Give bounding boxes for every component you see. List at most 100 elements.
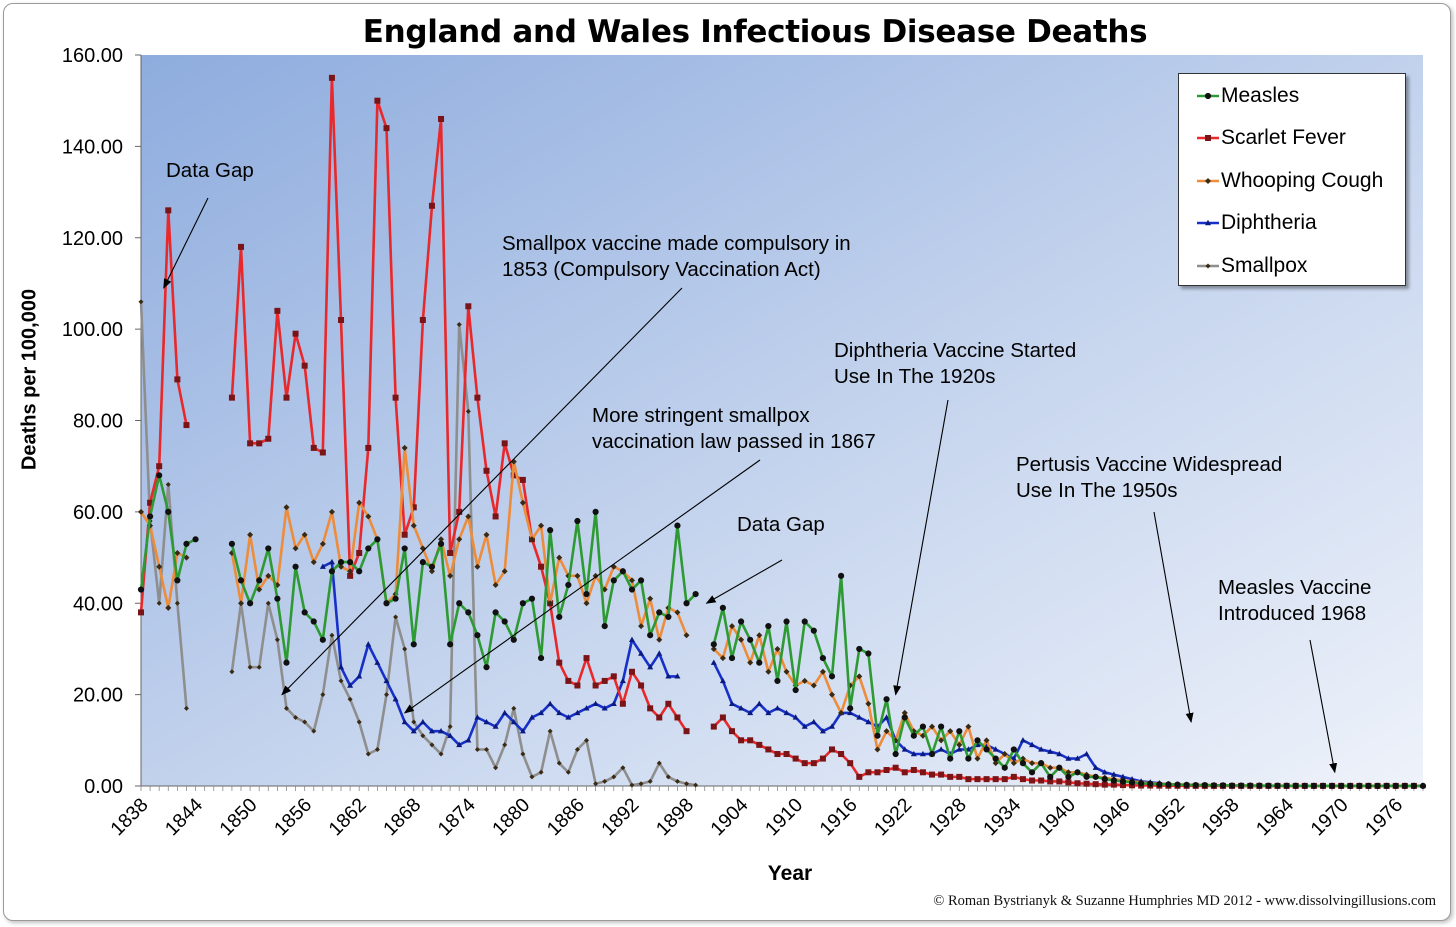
whooping-cough-point <box>501 568 508 575</box>
measles-point <box>183 540 190 547</box>
whooping-cough-point <box>292 545 299 552</box>
scarlet-fever-point <box>301 362 308 369</box>
scarlet-fever-point <box>1092 781 1099 788</box>
diphtheria-point <box>1074 755 1081 761</box>
measles-line <box>230 510 697 669</box>
scarlet-fever-point <box>838 751 845 758</box>
x-tick-label: 1862 <box>325 794 371 840</box>
scarlet-fever-point <box>474 394 481 401</box>
measles-point <box>1392 782 1399 790</box>
diphtheria-point <box>447 732 454 738</box>
arrow-diphtheria-vaccine <box>893 399 949 696</box>
scarlet-fever-point <box>983 776 990 783</box>
scarlet-fever-point <box>147 499 154 506</box>
scarlet-fever-point <box>901 769 908 776</box>
whooping-cough-point <box>319 540 326 547</box>
y-tick-label: 160.00 <box>62 45 123 67</box>
scarlet-fever-point <box>328 74 335 81</box>
whooping-cough-point <box>328 508 335 515</box>
measles-point <box>1019 760 1027 767</box>
smallpox-point <box>274 637 280 643</box>
measles-point <box>1219 782 1227 789</box>
measles-point <box>1138 780 1145 787</box>
scarlet-fever-point <box>1029 777 1036 784</box>
measles-point <box>1356 782 1363 790</box>
measles-point <box>637 577 645 584</box>
diphtheria-point <box>547 700 554 706</box>
scarlet-fever-point <box>856 773 863 780</box>
measles-point <box>565 581 572 589</box>
diphtheria-point <box>719 677 726 684</box>
diphtheria-point <box>738 705 745 711</box>
scarlet-fever-point <box>165 207 172 214</box>
whooping-cough-point <box>519 499 526 506</box>
diphtheria-swatch-icon <box>1197 219 1219 226</box>
measles-point <box>865 650 872 657</box>
scarlet-fever-point <box>829 746 836 753</box>
measles-swatch-icon <box>1197 92 1219 100</box>
diphtheria-point <box>519 727 526 734</box>
arrow-measles-vaccine <box>1309 639 1338 774</box>
smallpox-point <box>447 724 453 730</box>
diphtheria-point <box>938 746 945 752</box>
measles-point <box>728 654 736 662</box>
scarlet-fever-point <box>892 764 899 771</box>
measles-point <box>1065 773 1072 780</box>
scarlet-fever-point <box>456 508 463 515</box>
measles-point <box>965 755 972 762</box>
whooping-cough-point <box>1047 764 1054 771</box>
diphtheria-point <box>829 723 836 729</box>
scarlet-fever-point <box>583 655 590 662</box>
legend-smallpox-point <box>1205 263 1211 269</box>
diphtheria-point <box>356 673 363 679</box>
whooping-cough-point <box>592 572 599 579</box>
x-tick-label: 1886 <box>543 794 589 840</box>
scarlet-fever-point <box>292 330 299 337</box>
scarlet-fever-point <box>347 572 354 579</box>
smallpox-point <box>329 632 335 638</box>
measles-point <box>447 641 454 648</box>
whooping-cough-point <box>483 531 490 538</box>
smallpox-point <box>374 746 380 752</box>
measles-point <box>1338 782 1345 790</box>
measles-point <box>801 618 808 625</box>
whooping-cough-point <box>174 549 181 556</box>
smallpox-point <box>402 646 408 652</box>
whooping-cough-point <box>638 623 645 630</box>
legend-item-whooping-cough: Whooping Cough <box>1197 169 1383 193</box>
scarlet-fever-point <box>492 513 499 520</box>
measles-point <box>474 632 481 639</box>
legend-item-measles: Measles <box>1197 84 1299 108</box>
whooping-cough-point <box>474 563 481 570</box>
annotation-diphtheria-vaccine: Diphtheria Vaccine Started Use In The 19… <box>834 339 1077 388</box>
scarlet-fever-point <box>410 504 417 511</box>
smallpox-point <box>493 765 499 771</box>
smallpox-point <box>347 696 353 702</box>
diphtheria-point <box>392 695 399 702</box>
scarlet-fever-point <box>765 746 772 753</box>
whooping-cough-point <box>447 572 454 579</box>
scarlet-fever-point <box>338 316 345 323</box>
x-tick-label: 1874 <box>434 794 480 840</box>
arrow-data-gap-1900 <box>705 559 783 604</box>
measles-point <box>1319 782 1327 789</box>
diphtheria-point <box>801 723 808 729</box>
smallpox-point <box>256 664 262 670</box>
scarlet-fever-point <box>419 316 426 323</box>
whooping-cough-point <box>865 700 872 707</box>
whooping-cough-point <box>783 668 790 675</box>
diphtheria-point <box>1101 769 1108 775</box>
measles-point <box>265 545 272 552</box>
whooping-cough-point <box>428 568 435 575</box>
scarlet-fever-point <box>538 563 545 570</box>
legend-item-smallpox: Smallpox <box>1197 254 1307 278</box>
whooping-cough-point <box>528 536 535 543</box>
whooping-cough-point <box>438 536 445 543</box>
smallpox-point <box>420 733 426 739</box>
scarlet-fever-point <box>610 673 617 680</box>
scarlet-fever-point <box>865 769 872 776</box>
measles-point <box>301 609 308 616</box>
x-tick-label: 1970 <box>1306 794 1352 840</box>
scarlet-fever-point <box>738 737 745 744</box>
measles-point <box>483 664 490 671</box>
